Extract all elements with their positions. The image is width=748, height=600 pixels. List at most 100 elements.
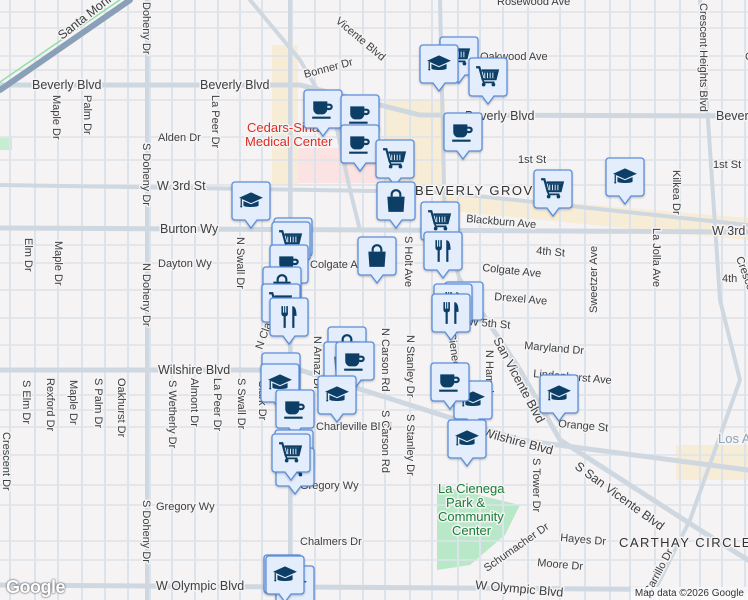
street-label: N Doheny Dr: [140, 263, 152, 327]
street-label: Beverly Blvd: [200, 78, 270, 92]
street-label: 1st St: [518, 154, 546, 166]
street-label: S Doheny Dr: [140, 143, 152, 206]
street-label: La Cienega: [438, 481, 505, 496]
street-label: Colgate Ave: [310, 259, 369, 271]
street-label: CARTHAY CIRCLE: [619, 535, 748, 550]
street-label: Burton Wy: [160, 222, 219, 236]
street-label: 4th: [722, 273, 737, 285]
street-label: Hayes Dr: [560, 532, 607, 548]
school-marker[interactable]: [317, 375, 357, 424]
coffee-marker[interactable]: [443, 112, 483, 161]
school-marker[interactable]: [419, 44, 459, 93]
street-label: W 3rd: [712, 224, 745, 238]
street-label: Charleville Blvd: [316, 421, 392, 433]
santa-monica-median: [0, 0, 121, 83]
street-label: Elm Dr: [22, 238, 34, 272]
coffee-marker[interactable]: [303, 89, 343, 138]
crescent-heights-blvd: [648, 0, 743, 600]
marker-pin: [265, 555, 305, 600]
street-label: Almont Dr: [188, 378, 200, 427]
street-label: Crescent Dr: [0, 432, 12, 491]
street-label: Alden Dr: [158, 132, 201, 144]
street-label: Rexford Dr: [44, 378, 56, 432]
coffee-marker[interactable]: [430, 362, 470, 411]
cart-marker[interactable]: [533, 169, 573, 218]
street-label: Bonner Dr: [303, 56, 355, 81]
google-logo: Google: [6, 577, 66, 597]
restaurant-marker[interactable]: [423, 231, 463, 280]
school-marker[interactable]: [605, 157, 645, 206]
marker-pin: [269, 297, 309, 346]
commercial-area: [272, 45, 298, 185]
san-vicente-south: [457, 277, 748, 563]
marker-pin: [423, 231, 463, 280]
street-label: N Stanley Dr: [404, 335, 416, 398]
street-label: Crescent Heights Blvd: [697, 3, 709, 112]
street-label: Sweetzer Ave: [588, 246, 600, 313]
street-label: Maple Dr: [52, 241, 64, 286]
cart-marker[interactable]: [468, 57, 508, 106]
street-label: La Peer Dr: [209, 95, 221, 149]
street-label: Orange St: [558, 418, 609, 434]
street-label: 1st St: [713, 159, 741, 171]
street-label: Chalmers Dr: [300, 536, 362, 548]
olympic-blvd: [0, 582, 748, 593]
bag-marker[interactable]: [357, 236, 397, 285]
school-marker[interactable]: [265, 555, 305, 600]
street-label: S Holt Ave: [402, 236, 414, 287]
street-label: W Olympic Blvd: [475, 578, 564, 600]
street-label: N Carson Rd: [379, 328, 391, 392]
street-label: S Stanley Dr: [404, 414, 416, 476]
coffee-marker[interactable]: [275, 389, 315, 438]
burton-wy: [0, 225, 748, 235]
street-label: Maryland Dr: [524, 340, 585, 357]
street-label: Beverly Blvd: [32, 78, 102, 92]
street-label: Maple Dr: [50, 95, 62, 140]
street-label: Dayton Wy: [158, 258, 212, 270]
street-label: Park &: [446, 495, 485, 510]
street-label: Oakwo: [745, 51, 748, 63]
street-label: Palm Dr: [81, 95, 93, 135]
street-label: Community: [438, 509, 504, 524]
school-marker[interactable]: [539, 374, 579, 423]
commercial-area: [440, 192, 748, 240]
coffee-marker[interactable]: [340, 124, 380, 173]
street-label: Kilkea Dr: [670, 170, 682, 215]
street-label: Maple Dr: [67, 380, 79, 425]
place-markers: [231, 36, 645, 600]
street-label: W 3rd St: [157, 179, 206, 193]
bag-marker[interactable]: [376, 181, 416, 230]
street-label: Wilshire Blvd: [481, 425, 554, 457]
street-label: S Tower Dr: [530, 458, 542, 513]
map-attribution[interactable]: Map data ©2026 Google: [630, 587, 748, 600]
restaurant-marker[interactable]: [269, 297, 309, 346]
street-label: Drexel Ave: [494, 291, 548, 308]
street-label: N Swall Dr: [234, 237, 246, 289]
street-label: La Jolla Ave: [650, 228, 662, 287]
school-marker[interactable]: [231, 181, 271, 230]
street-label: Oakhurst Dr: [115, 378, 127, 438]
street-label: Los A: [718, 431, 748, 446]
street-label: 4th St: [536, 245, 566, 259]
school-marker[interactable]: [447, 419, 487, 468]
cart-marker[interactable]: [271, 433, 311, 482]
street-label: Beverl: [716, 109, 748, 123]
street-label: Wilshire Blvd: [158, 363, 230, 377]
marker-pin: [468, 57, 508, 106]
street-label: S Wetherly Dr: [166, 380, 178, 449]
wilshire-blvd: [0, 367, 748, 473]
street-label: Center: [452, 523, 492, 538]
street-label: Rosewood Ave: [497, 0, 570, 8]
street-label: W Olympic Blvd: [156, 579, 244, 593]
restaurant-marker[interactable]: [431, 293, 471, 342]
street-label: S Doheny Dr: [140, 500, 152, 563]
marker-pin: [431, 293, 471, 342]
santa-monica-blvd: [0, 0, 133, 93]
street-label: S Elm Dr: [20, 380, 32, 424]
street-label: BEVERLY GROVE: [415, 183, 544, 198]
street-label: Medical Center: [245, 134, 333, 149]
street-label: S Palm Dr: [92, 378, 104, 428]
